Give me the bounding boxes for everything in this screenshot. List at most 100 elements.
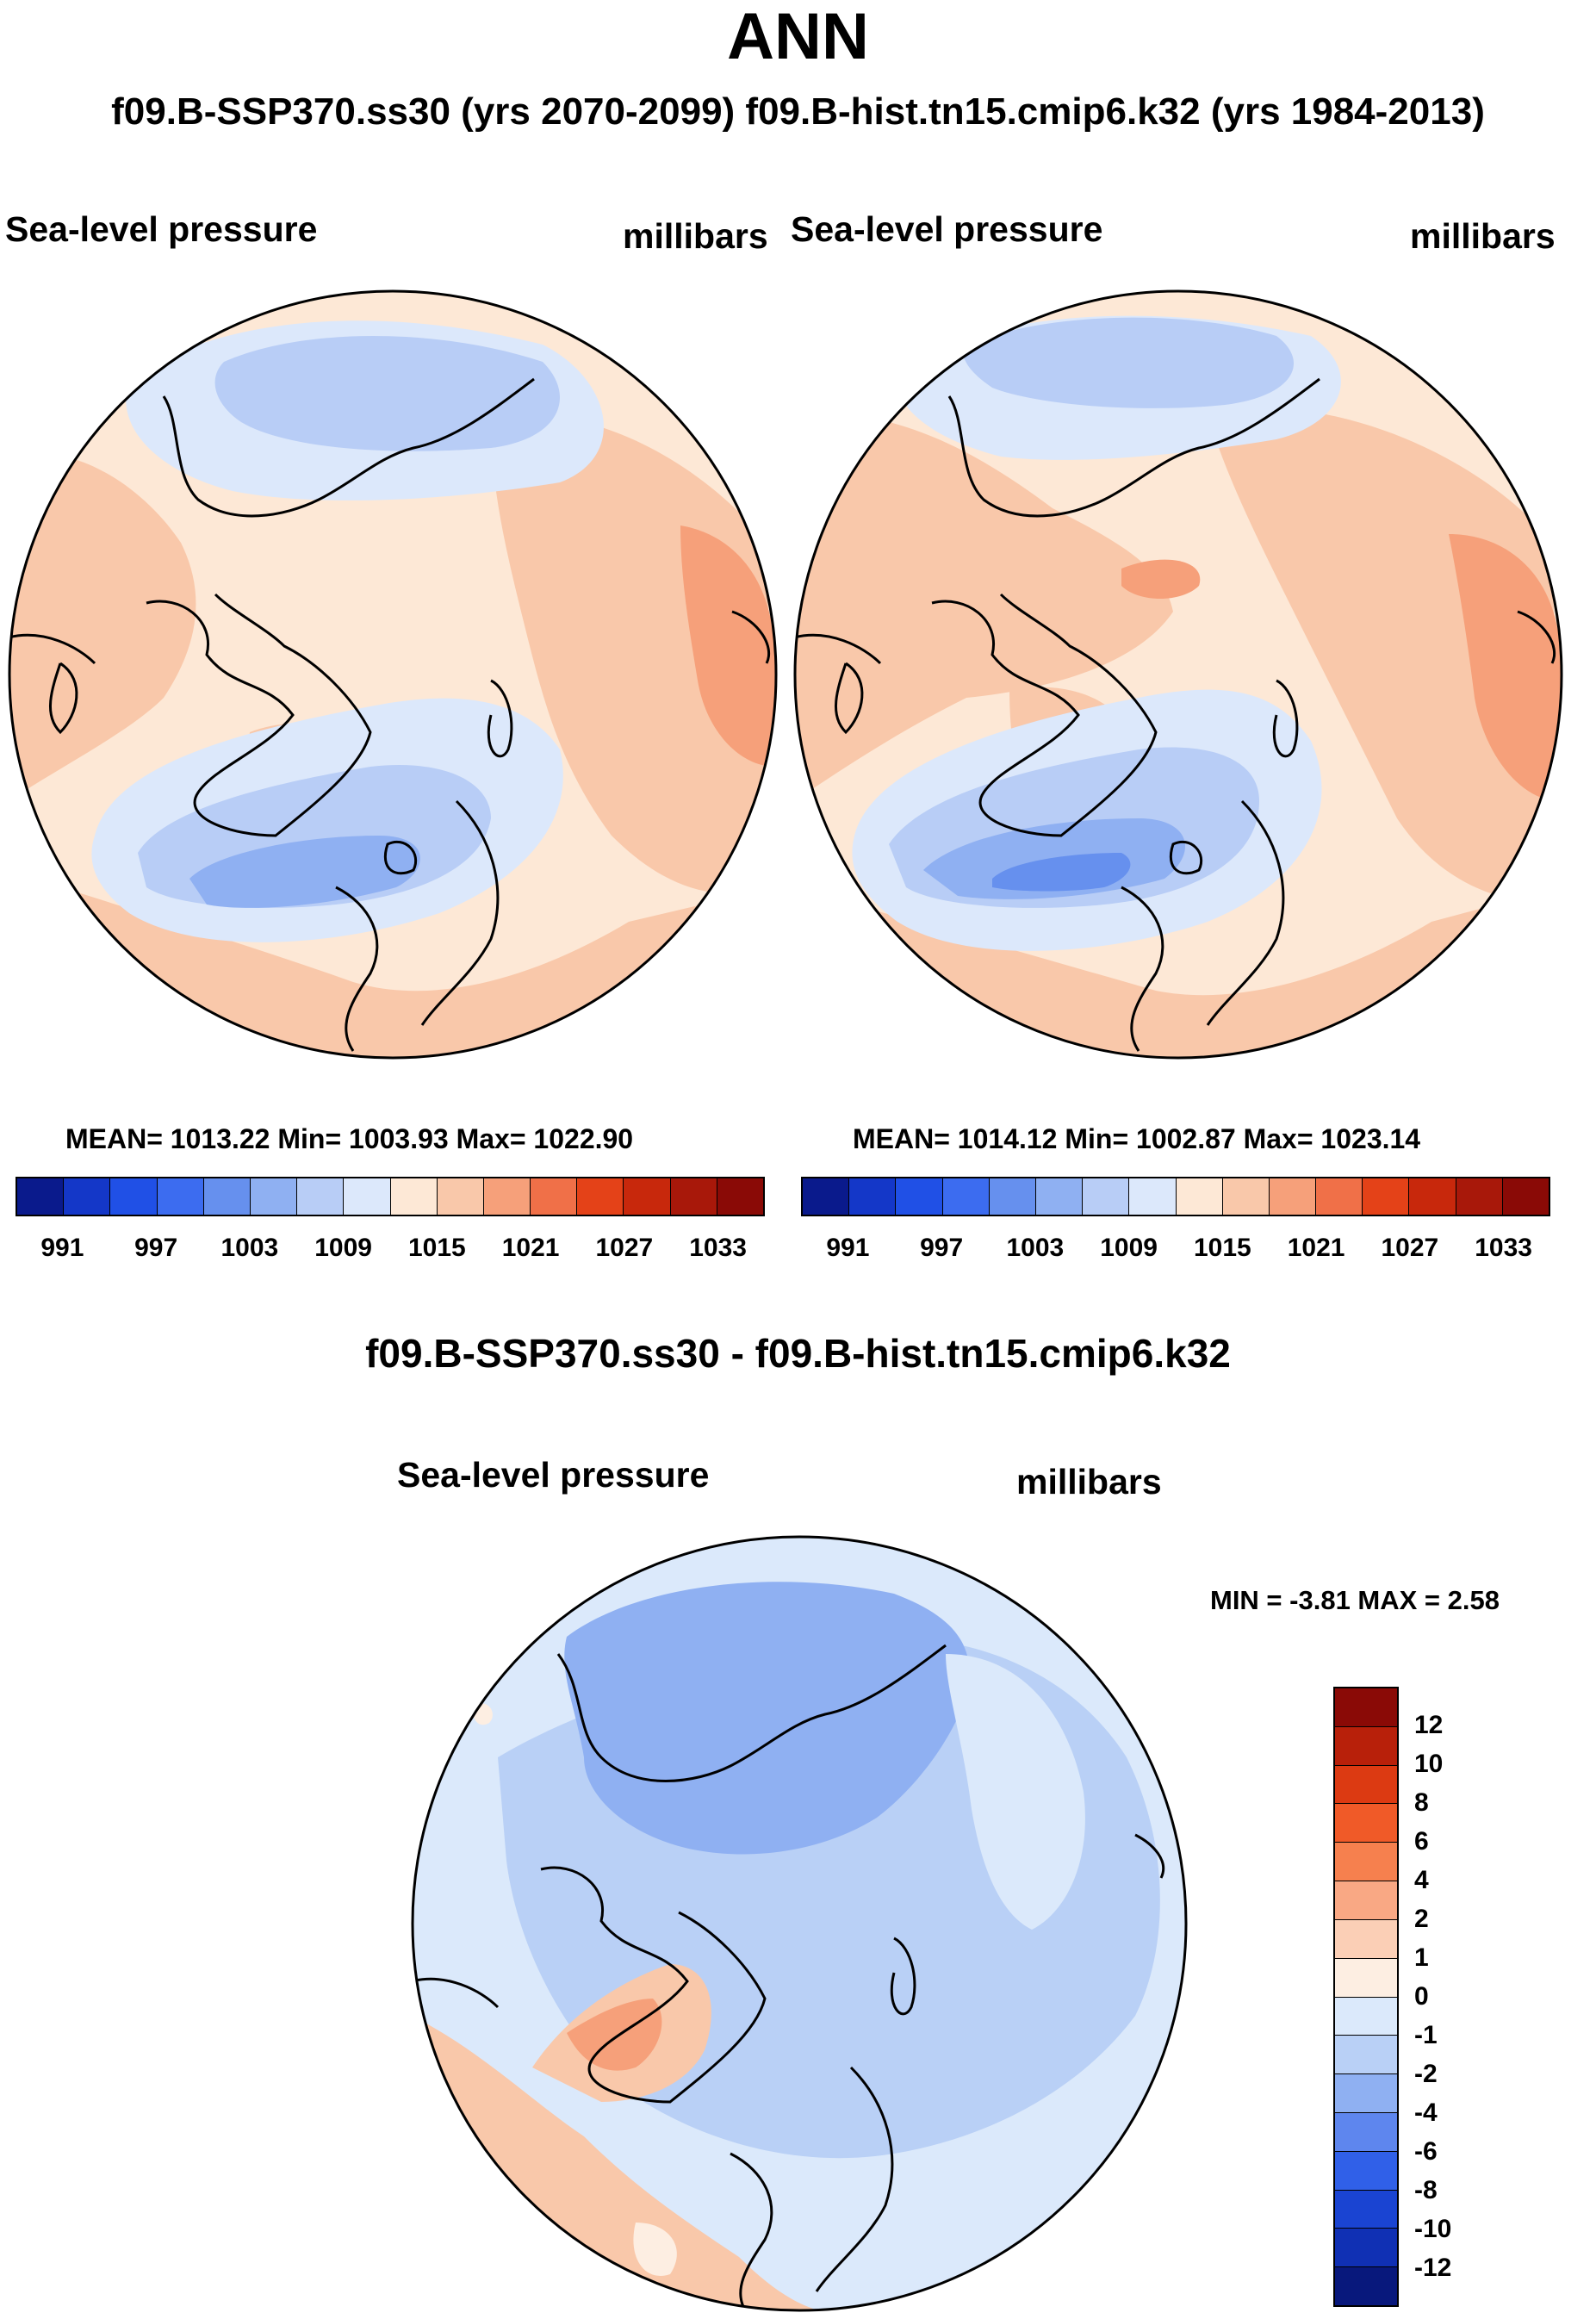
- figure-title: ANN: [727, 0, 869, 73]
- colorbar-tick-label: 1021: [501, 1234, 560, 1262]
- colorbar-swatch: [1335, 2267, 1397, 2305]
- colorbar-tick-label: -8: [1414, 2176, 1438, 2204]
- panel2-field-pos-west-strong: [1121, 559, 1201, 599]
- panel2-field-pos-west: [794, 412, 1173, 801]
- colorbar-swatch: [110, 1178, 158, 1215]
- colorbar-swatch: [896, 1178, 943, 1215]
- colorbar-tick-label: 1015: [408, 1234, 466, 1262]
- colorbar-swatch: [989, 1178, 1036, 1215]
- panel2-field-neg-icelandic-low: [992, 853, 1131, 892]
- colorbar-swatch: [1269, 1178, 1317, 1215]
- colorbar-swatch: [1335, 1843, 1397, 1882]
- colorbar-swatch: [1335, 1688, 1397, 1727]
- colorbar-tick-label: 2: [1414, 1905, 1429, 1933]
- panel2-field-pos-east: [1208, 407, 1561, 905]
- colorbar-tick-label: 8: [1414, 1788, 1429, 1817]
- colorbar-swatch: [717, 1178, 763, 1215]
- diff-map-boundary: [411, 1535, 1188, 2312]
- colorbar-swatch: [1335, 2190, 1397, 2229]
- colorbar-tick-label: 12: [1414, 1711, 1444, 1739]
- colorbar-swatch: [1222, 1178, 1270, 1215]
- colorbar-swatch: [17, 1178, 65, 1215]
- colorbar-tick-label: 1021: [1287, 1234, 1345, 1262]
- colorbar-tick-label: 1033: [689, 1234, 747, 1262]
- colorbar-tick-label: 10: [1414, 1750, 1444, 1778]
- colorbar-swatch: [1409, 1178, 1456, 1215]
- figure-subtitle: f09.B-SSP370.ss30 (yrs 2070-2099) f09.B-…: [111, 90, 1485, 133]
- diff-coastlines: [412, 1644, 1165, 2311]
- diff-field-pos-greenland-strong: [567, 1999, 662, 2071]
- colorbar-swatch: [942, 1178, 990, 1215]
- colorbar-swatch: [203, 1178, 251, 1215]
- colorbar-swatch: [1335, 1997, 1397, 2036]
- colorbar-swatch: [483, 1178, 531, 1215]
- colorbar-swatch: [1035, 1178, 1084, 1215]
- colorbar-tick-label: 4: [1414, 1866, 1429, 1894]
- panel2-field-pos-east-strong: [1449, 534, 1561, 801]
- colorbar-swatch: [1176, 1178, 1223, 1215]
- panel2-polar-map: [793, 289, 1563, 1060]
- colorbar-swatch: [1335, 2229, 1397, 2268]
- colorbar-tick-label: 1003: [220, 1234, 279, 1262]
- diff-units-label: millibars: [1016, 1462, 1162, 1501]
- panel1-field-pos-west: [9, 453, 196, 801]
- colorbar-tick-label: -4: [1414, 2098, 1438, 2127]
- colorbar-swatch: [849, 1178, 897, 1215]
- diff-minmax: MIN = -3.81 MAX = 2.58: [1210, 1585, 1500, 1615]
- panel1-variable-label: Sea-level pressure: [5, 209, 318, 249]
- colorbar-swatch: [437, 1178, 484, 1215]
- panel1-field-pos-east-strong: [680, 525, 775, 767]
- diff-polar-map: [411, 1535, 1188, 2312]
- colorbar-tick-label: 997: [134, 1234, 178, 1262]
- diff-variable-label: Sea-level pressure: [397, 1455, 710, 1495]
- colorbar-swatch: [1335, 1765, 1397, 1805]
- colorbar-tick-label: 0: [1414, 1982, 1429, 2011]
- panel1-polar-map: [8, 289, 778, 1060]
- diff-field-neg-east: [946, 1654, 1085, 1930]
- colorbar-tick-label: -1: [1414, 2021, 1438, 2049]
- colorbar-tick-label: -10: [1414, 2215, 1452, 2243]
- panel2-units-label: millibars: [1410, 216, 1556, 256]
- colorbar-swatch: [1502, 1178, 1549, 1215]
- colorbar-swatch: [531, 1178, 578, 1215]
- colorbar-swatch: [1335, 1726, 1397, 1766]
- colorbar-swatch: [1335, 2112, 1397, 2152]
- panel2-colorbar: [801, 1177, 1550, 1216]
- colorbar-tick-label: 1027: [595, 1234, 654, 1262]
- colorbar-swatch: [344, 1178, 391, 1215]
- diff-field-pos-se: [633, 2223, 677, 2276]
- colorbar-swatch: [1335, 1958, 1397, 1998]
- colorbar-swatch: [1363, 1178, 1410, 1215]
- colorbar-tick-label: 1033: [1475, 1234, 1532, 1262]
- diff-title: f09.B-SSP370.ss30 - f09.B-hist.tn15.cmip…: [365, 1331, 1231, 1376]
- colorbar-tick-label: 997: [920, 1234, 964, 1262]
- panel2-coastlines: [794, 377, 1556, 1052]
- colorbar-swatch: [1335, 1919, 1397, 1959]
- panel1-map-boundary: [8, 289, 778, 1060]
- colorbar-swatch: [390, 1178, 438, 1215]
- panel1-stats: MEAN= 1013.22 Min= 1003.93 Max= 1022.90: [65, 1123, 634, 1154]
- panel1-colorbar: [16, 1177, 765, 1216]
- colorbar-swatch: [1335, 2074, 1397, 2113]
- colorbar-tick-label: -6: [1414, 2137, 1438, 2166]
- panel1-coastlines: [9, 377, 771, 1052]
- colorbar-tick-label: 1027: [1381, 1234, 1439, 1262]
- colorbar-swatch: [157, 1178, 204, 1215]
- diff-field-neg-north: [564, 1582, 970, 1855]
- colorbar-swatch: [1335, 2151, 1397, 2191]
- panel2-map-boundary: [793, 289, 1563, 1060]
- colorbar-swatch: [1335, 2036, 1397, 2075]
- panel1-field-neg-icelandic-low: [189, 836, 420, 908]
- diff-colorbar: [1333, 1687, 1399, 2307]
- colorbar-tick-label: 1009: [1100, 1234, 1158, 1262]
- panel1-units-label: millibars: [623, 216, 768, 256]
- colorbar-tick-label: 6: [1414, 1827, 1429, 1856]
- colorbar-tick-label: 1003: [1006, 1234, 1065, 1262]
- panel2-field-neg-north-strong: [963, 317, 1294, 408]
- colorbar-tick-label: -12: [1414, 2254, 1452, 2282]
- colorbar-swatch: [64, 1178, 111, 1215]
- colorbar-swatch: [1456, 1178, 1503, 1215]
- colorbar-swatch: [803, 1178, 850, 1215]
- colorbar-tick-label: 1009: [314, 1234, 372, 1262]
- colorbar-swatch: [1335, 1881, 1397, 1920]
